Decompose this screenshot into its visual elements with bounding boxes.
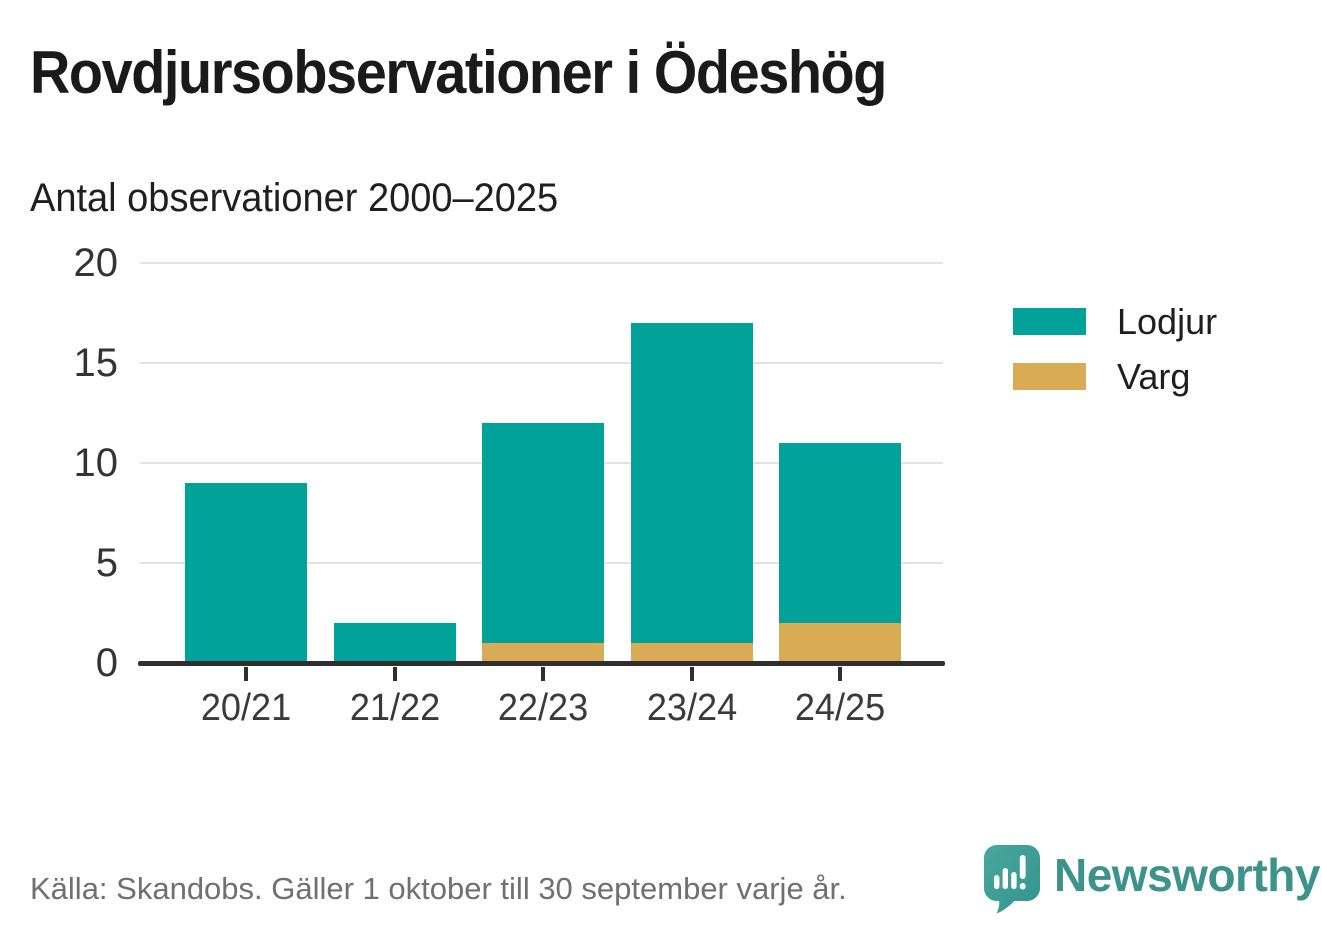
legend-label-lodjur: Lodjur: [1117, 301, 1218, 342]
legend-label-varg: Varg: [1117, 356, 1191, 397]
legend-item-varg: Varg: [1013, 356, 1217, 397]
x-axis-label-22/23: 22/23: [497, 687, 589, 729]
y-axis-label-20: 20: [73, 241, 119, 285]
bar-segment-lodjur-23/24: [630, 323, 753, 643]
x-axis-tick-23/24: [689, 667, 694, 681]
bar-segment-varg-24/25: [779, 623, 901, 663]
x-axis-line: [138, 661, 945, 666]
x-axis-tick-20/21: [244, 667, 248, 681]
varg-color-swatch: [1013, 363, 1086, 390]
x-axis-tick-22/23: [541, 667, 545, 681]
y-axis-label-5: 5: [95, 541, 118, 585]
x-axis-tick-21/22: [392, 667, 397, 681]
brand-name: Newsworthy: [1054, 849, 1320, 901]
y-axis-label-0: 0: [95, 641, 118, 685]
newsworthy-logo-icon: [984, 845, 1040, 914]
brand-lockup: Newsworthy: [984, 845, 1320, 914]
gridline-15: [140, 362, 943, 364]
chart-subtitle: Antal observationer 2000–2025: [30, 176, 559, 220]
chart-legend: Lodjur Varg: [1013, 301, 1218, 397]
bar-segment-varg-23/24: [630, 643, 753, 663]
gridline-20: [140, 262, 943, 264]
y-axis-label-15: 15: [73, 341, 119, 385]
bar-segment-varg-22/23: [482, 643, 604, 663]
bar-segment-lodjur-22/23: [482, 423, 604, 643]
bar-segment-lodjur-24/25: [779, 443, 901, 623]
lodjur-color-swatch: [1013, 308, 1086, 335]
legend-item-lodjur: Lodjur: [1013, 301, 1218, 342]
x-axis-label-24/25: 24/25: [794, 687, 886, 729]
x-axis-label-20/21: 20/21: [200, 687, 292, 729]
source-note: Källa: Skandobs. Gäller 1 oktober till 3…: [30, 871, 847, 906]
x-axis-tick-24/25: [838, 667, 842, 681]
x-axis-label-21/22: 21/22: [349, 687, 440, 729]
page-title: Rovdjursobservationer i Ödeshög: [30, 39, 887, 106]
bar-segment-lodjur-21/22: [333, 623, 456, 663]
bar-segment-lodjur-20/21: [185, 483, 307, 663]
y-axis-label-10: 10: [73, 441, 119, 485]
x-axis-label-23/24: 23/24: [646, 687, 737, 729]
